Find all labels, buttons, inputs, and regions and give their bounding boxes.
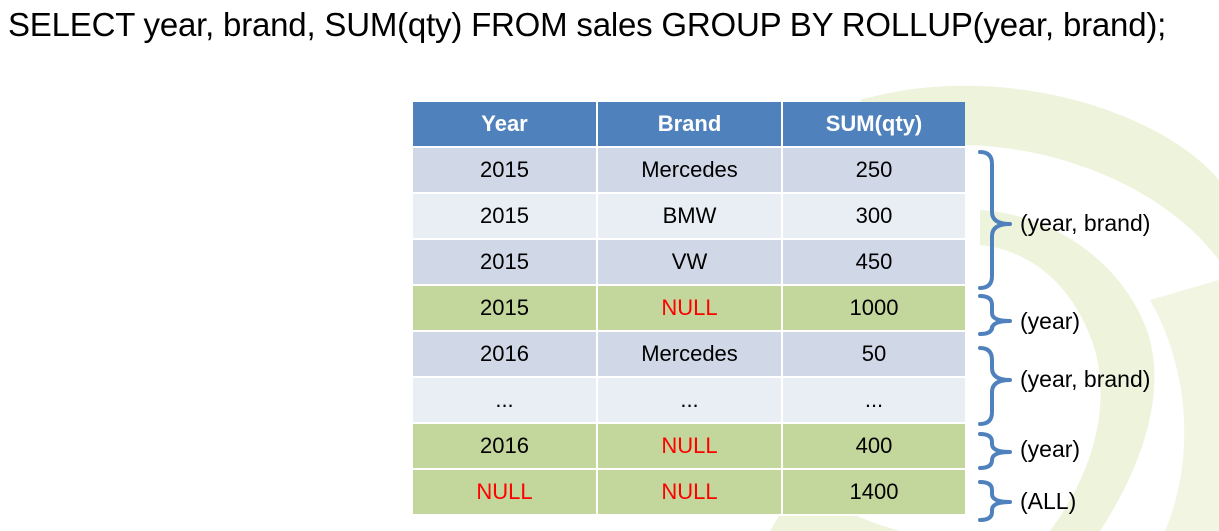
brace-icon	[978, 480, 1012, 522]
cell-brand: BMW	[598, 194, 783, 240]
table-header-row: Year Brand SUM(qty)	[413, 102, 965, 148]
brace-icon	[978, 432, 1012, 470]
cell-year: ...	[413, 378, 598, 424]
table-row: 2015 VW 450	[413, 240, 965, 286]
column-header-brand: Brand	[598, 102, 783, 148]
cell-brand-null: NULL	[598, 286, 783, 332]
column-header-sum-qty: SUM(qty)	[783, 102, 965, 148]
rollup-result-table: Year Brand SUM(qty) 2015 Mercedes 250 20…	[413, 102, 965, 516]
cell-sum-qty: 300	[783, 194, 965, 240]
cell-sum-qty: 250	[783, 148, 965, 194]
group-label-year: (year)	[1020, 436, 1081, 462]
cell-sum-qty: 50	[783, 332, 965, 378]
cell-year: 2015	[413, 240, 598, 286]
cell-brand-null: NULL	[598, 424, 783, 470]
cell-sum-qty: 450	[783, 240, 965, 286]
brace-icon	[978, 346, 1012, 426]
grand-total-row: NULL NULL 1400	[413, 470, 965, 516]
cell-brand: ...	[598, 378, 783, 424]
column-header-year: Year	[413, 102, 598, 148]
table-row: ... ... ...	[413, 378, 965, 424]
sql-query-title: SELECT year, brand, SUM(qty) FROM sales …	[8, 6, 1167, 43]
cell-brand: VW	[598, 240, 783, 286]
table-row: 2015 Mercedes 250	[413, 148, 965, 194]
subtotal-row: 2016 NULL 400	[413, 424, 965, 470]
group-label-all: (ALL)	[1020, 488, 1077, 514]
cell-year: 2015	[413, 194, 598, 240]
cell-sum-qty: ...	[783, 378, 965, 424]
brace-icon	[978, 150, 1012, 290]
cell-year-null: NULL	[413, 470, 598, 516]
brace-icon	[978, 294, 1012, 336]
table-row: 2016 Mercedes 50	[413, 332, 965, 378]
cell-sum-qty: 400	[783, 424, 965, 470]
group-label-year-brand: (year, brand)	[1020, 366, 1151, 392]
cell-year: 2015	[413, 286, 598, 332]
cell-year: 2016	[413, 332, 598, 378]
cell-brand-null: NULL	[598, 470, 783, 516]
table-row: 2015 BMW 300	[413, 194, 965, 240]
cell-year: 2015	[413, 148, 598, 194]
cell-sum-qty: 1000	[783, 286, 965, 332]
cell-brand: Mercedes	[598, 332, 783, 378]
group-label-year: (year)	[1020, 308, 1081, 334]
subtotal-row: 2015 NULL 1000	[413, 286, 965, 332]
cell-sum-qty: 1400	[783, 470, 965, 516]
cell-year: 2016	[413, 424, 598, 470]
cell-brand: Mercedes	[598, 148, 783, 194]
group-label-year-brand: (year, brand)	[1020, 210, 1151, 236]
